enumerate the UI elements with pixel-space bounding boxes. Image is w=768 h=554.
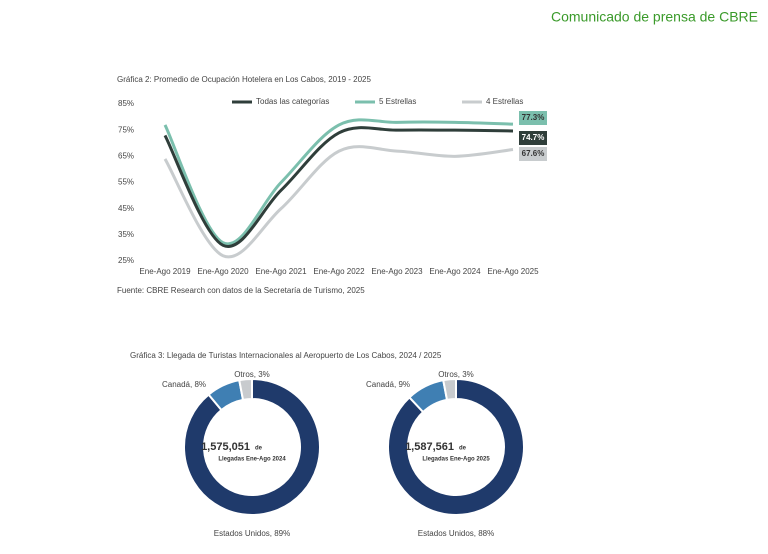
x-tick-label: Ene-Ago 2020 (197, 267, 249, 276)
center-value: 1,575,051 (201, 441, 250, 453)
series-line (163, 145, 514, 259)
chart-title: Gráfica 3: Llegada de Turistas Internaci… (130, 351, 442, 360)
value-label-box (519, 111, 547, 125)
y-tick-label: 55% (118, 178, 134, 187)
donut-slice (238, 377, 253, 402)
header-title: Comunicado de prensa de CBRE (551, 9, 758, 25)
chart-source: Fuente: CBRE Research con datos de la Se… (117, 286, 365, 295)
slice-label: Estados Unidos, 89% (214, 529, 291, 538)
x-tick-label: Ene-Ago 2022 (313, 267, 365, 276)
value-label-box (519, 147, 547, 161)
value-label: 74.7% (522, 133, 545, 142)
y-tick-label: 65% (118, 151, 134, 160)
slice-label: Canadá, 9% (366, 380, 410, 389)
x-tick-label: Ene-Ago 2019 (139, 267, 191, 276)
y-tick-label: 35% (118, 230, 134, 239)
legend-label: 5 Estrellas (379, 97, 416, 106)
slice-label: Otros, 3% (438, 370, 474, 379)
x-tick-label: Ene-Ago 2025 (487, 267, 539, 276)
y-tick-label: 45% (118, 204, 134, 213)
value-label: 67.6% (522, 149, 545, 158)
y-tick-label: 25% (118, 256, 134, 265)
y-tick-label: 85% (118, 99, 134, 108)
donut-slice (387, 377, 525, 516)
series-line (163, 126, 514, 248)
center-suffix: de (255, 446, 263, 452)
center-caption: Llegadas Ene-Ago 2025 (422, 457, 490, 463)
x-tick-label: Ene-Ago 2024 (429, 267, 481, 276)
slice-label: Estados Unidos, 88% (418, 529, 495, 538)
legend-label: 4 Estrellas (486, 97, 523, 106)
center-value: 1,587,561 (405, 441, 454, 453)
center-suffix: de (459, 446, 467, 452)
x-tick-label: Ene-Ago 2023 (371, 267, 423, 276)
donut-slice (442, 377, 457, 402)
slice-label: Canadá, 8% (162, 380, 206, 389)
legend-label: Todas las categorías (256, 97, 329, 106)
center-caption: Llegadas Ene-Ago 2024 (218, 457, 286, 463)
y-tick-label: 75% (118, 125, 134, 134)
donut-slice (183, 377, 321, 516)
value-label: 77.3% (522, 113, 545, 122)
slice-label: Otros, 3% (234, 370, 270, 379)
value-label-box (519, 131, 547, 145)
x-tick-label: Ene-Ago 2021 (255, 267, 307, 276)
series-line (163, 118, 514, 246)
chart-title: Gráfica 2: Promedio de Ocupación Hoteler… (117, 75, 371, 84)
